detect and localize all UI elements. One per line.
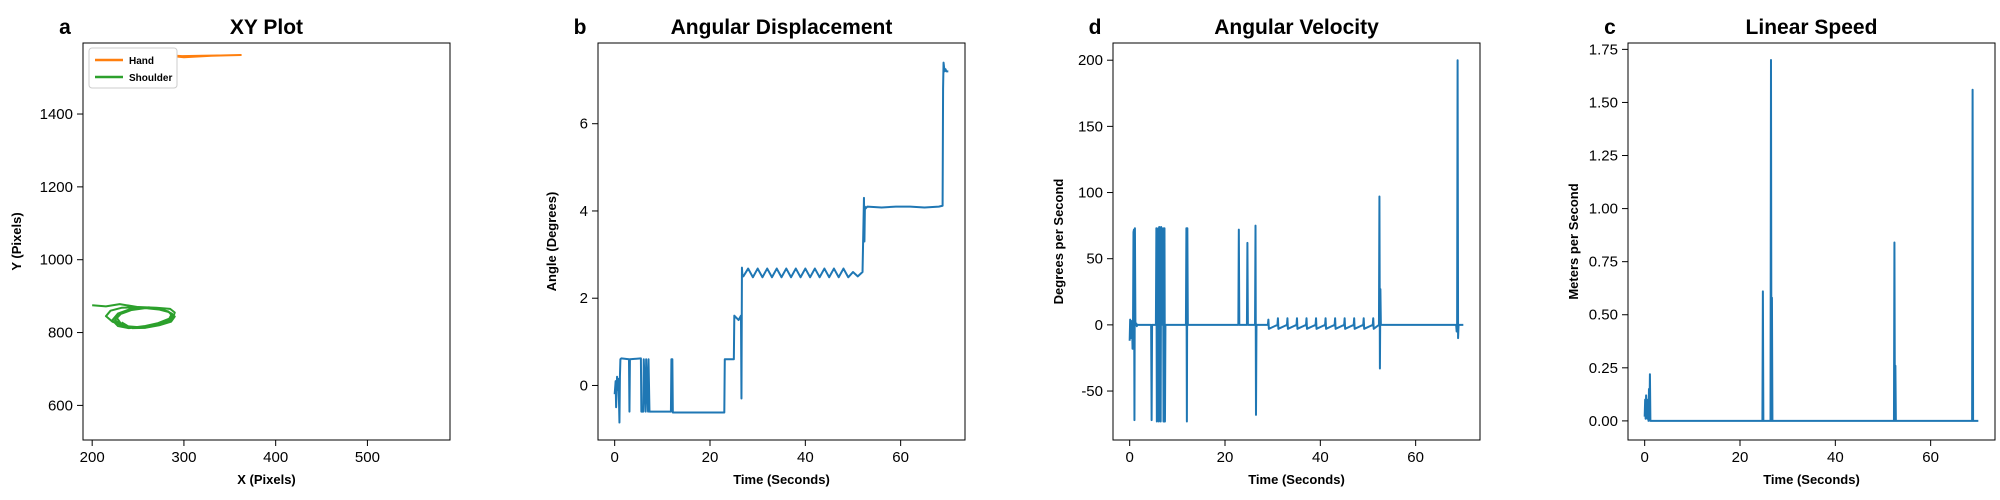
linear-speed-y-tick-label: 1.00 bbox=[1589, 201, 1618, 218]
angular-velocity-x-tick-label: 0 bbox=[1126, 449, 1134, 466]
linear-speed-y-tick-label: 0.50 bbox=[1589, 307, 1618, 324]
linear-speed-x-tick-label: 20 bbox=[1732, 449, 1749, 466]
angular-velocity-plot-frame bbox=[1112, 42, 1481, 441]
linear-speed-y-axis-label: Meters per Second bbox=[1566, 183, 1581, 299]
xy-plot-x-tick-label: 500 bbox=[355, 449, 380, 466]
angular-velocity-y-tick-label: 50 bbox=[1086, 251, 1103, 268]
angular-velocity-x-axis-label: Time (Seconds) bbox=[1248, 472, 1345, 487]
xy-plot-y-tick-label: 800 bbox=[48, 325, 73, 342]
xy-plot-x-axis-label: X (Pixels) bbox=[237, 472, 296, 487]
angular-velocity-x-tick-label: 20 bbox=[1217, 449, 1234, 466]
xy-plot-x-tick-label: 400 bbox=[263, 449, 288, 466]
xy-plot-y-tick-label: 1200 bbox=[40, 179, 73, 196]
xy-plot-y-tick-label: 1000 bbox=[40, 252, 73, 269]
angular-displacement-y-axis-label: Angle (Degrees) bbox=[544, 192, 559, 292]
angular-displacement-panel-label: b bbox=[574, 16, 587, 39]
angular-displacement-x-tick-label: 40 bbox=[797, 449, 814, 466]
angular-velocity-title: Angular Velocity bbox=[1214, 16, 1379, 39]
linear-speed-y-tick-label: 1.75 bbox=[1589, 41, 1618, 58]
xy-plot-series-line-shoulder bbox=[92, 303, 176, 330]
angular-velocity-x-tick-label: 40 bbox=[1312, 449, 1329, 466]
linear-speed-y-tick-label: 0.00 bbox=[1589, 413, 1618, 430]
angular-velocity-y-axis-label: Degrees per Second bbox=[1051, 179, 1066, 305]
angular-displacement-x-tick-label: 0 bbox=[611, 449, 619, 466]
linear-speed-y-tick-label: 1.50 bbox=[1589, 94, 1618, 111]
angular-velocity-y-tick-label: 100 bbox=[1078, 185, 1103, 202]
legend-label-hand: Hand bbox=[129, 56, 154, 67]
linear-speed-plot-frame bbox=[1627, 42, 1996, 441]
angular-velocity-y-tick-label: 0 bbox=[1095, 317, 1103, 334]
xy-plot-title: XY Plot bbox=[230, 16, 303, 39]
angular-displacement-y-tick-label: 6 bbox=[580, 116, 588, 133]
angular-displacement-title: Angular Displacement bbox=[671, 16, 893, 39]
angular-velocity-y-tick-label: -50 bbox=[1081, 383, 1103, 400]
angular-displacement-series-line bbox=[613, 61, 949, 424]
angular-displacement-x-axis-label: Time (Seconds) bbox=[733, 472, 830, 487]
xy-plot-panel: 200 300 400 500 600 800 1000 1200 1400 XY Plot a X … bbox=[9, 16, 451, 487]
xy-plot-plot-frame bbox=[82, 42, 451, 441]
angular-displacement-x-tick-label: 20 bbox=[702, 449, 719, 466]
xy-plot-x-tick-label: 300 bbox=[171, 449, 196, 466]
linear-speed-x-tick-label: 60 bbox=[1922, 449, 1939, 466]
linear-speed-y-tick-label: 1.25 bbox=[1589, 148, 1618, 165]
xy-plot-y-axis-label: Y (Pixels) bbox=[9, 212, 24, 270]
linear-speed-series-line bbox=[1643, 58, 1979, 422]
linear-speed-y-tick-label: 0.75 bbox=[1589, 254, 1618, 271]
xy-plot-x-tick-label: 200 bbox=[80, 449, 105, 466]
linear-speed-x-axis-label: Time (Seconds) bbox=[1763, 472, 1860, 487]
angular-displacement-x-tick-label: 60 bbox=[892, 449, 909, 466]
angular-displacement-y-tick-label: 4 bbox=[580, 203, 588, 220]
angular-velocity-y-tick-label: 200 bbox=[1078, 52, 1103, 69]
linear-speed-x-tick-label: 40 bbox=[1827, 449, 1844, 466]
linear-speed-y-tick-label: 0.25 bbox=[1589, 360, 1618, 377]
angular-velocity-panel: 0 20 40 60 -50 0 50 100 150 200 Angular Velocity d T… bbox=[1051, 16, 1481, 487]
linear-speed-x-tick-label: 0 bbox=[1641, 449, 1649, 466]
angular-velocity-y-tick-label: 150 bbox=[1078, 118, 1103, 135]
xy-plot-y-tick-label: 600 bbox=[48, 397, 73, 414]
angular-displacement-y-tick-label: 2 bbox=[580, 290, 588, 307]
xy-plot-panel-label: a bbox=[59, 16, 71, 39]
angular-displacement-plot-frame bbox=[597, 42, 966, 441]
angular-velocity-panel-label: d bbox=[1089, 16, 1102, 39]
linear-speed-panel: 0 20 40 60 0.00 0.25 0.50 0.75 1.00 1.25 1.50 1.75 L… bbox=[1566, 16, 1996, 487]
linear-speed-panel-label: c bbox=[1604, 16, 1616, 39]
angular-velocity-series-line bbox=[1128, 59, 1464, 423]
linear-speed-title: Linear Speed bbox=[1746, 16, 1878, 39]
xy-plot-y-tick-label: 1400 bbox=[40, 106, 73, 123]
angular-displacement-panel: 0 20 40 60 0 2 4 6 Angular Displacement b Time (Se… bbox=[544, 16, 966, 487]
legend-label-shoulder: Shoulder bbox=[129, 73, 172, 84]
angular-velocity-x-tick-label: 60 bbox=[1407, 449, 1424, 466]
angular-displacement-y-tick-label: 0 bbox=[580, 377, 588, 394]
